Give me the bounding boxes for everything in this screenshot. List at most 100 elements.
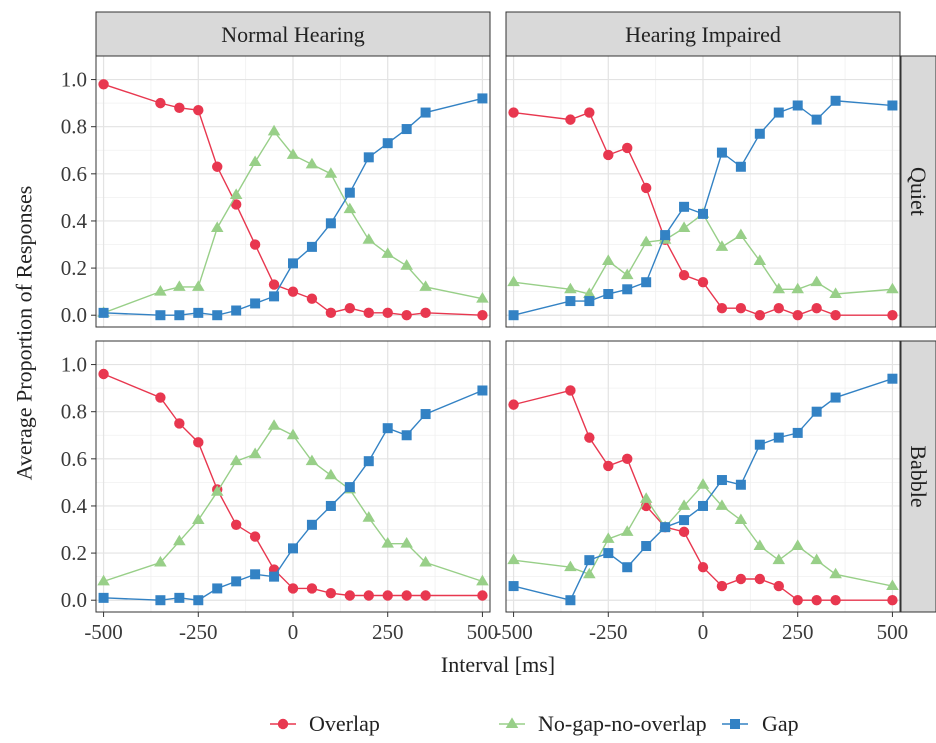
data-point (324, 468, 338, 480)
facet-strip-babble: Babble (900, 340, 936, 613)
data-point (603, 149, 614, 161)
data-point (678, 269, 690, 281)
data-point (306, 241, 317, 252)
data-point (660, 522, 671, 533)
data-point (622, 142, 633, 154)
data-point (697, 562, 709, 573)
data-point (811, 302, 822, 314)
x-tick-label: 250 (782, 620, 814, 644)
data-point (696, 478, 710, 489)
data-point (154, 285, 167, 296)
data-point (477, 310, 488, 321)
data-point (753, 254, 767, 265)
y-tick-label: 0.2 (61, 256, 87, 280)
x-tick-label: 250 (372, 620, 404, 644)
legend-label: Overlap (309, 711, 380, 736)
data-point (248, 155, 262, 167)
data-point (269, 571, 280, 582)
data-point (382, 138, 393, 149)
data-point (584, 296, 595, 307)
data-point (640, 182, 652, 194)
series-no-gap-no-overlap (97, 124, 489, 317)
x-tick-label: 0 (288, 620, 299, 644)
panel-hearing-impaired-babble (505, 340, 901, 613)
data-point (419, 555, 432, 567)
data-point (210, 221, 224, 232)
data-point (363, 590, 374, 601)
data-point (830, 310, 841, 321)
data-point (603, 289, 614, 300)
data-point (715, 499, 729, 510)
data-point (343, 202, 357, 214)
data-point (306, 519, 317, 530)
data-point (401, 310, 412, 321)
data-point (268, 279, 280, 290)
data-point (248, 447, 262, 459)
data-point (306, 583, 318, 594)
series-no-gap-no-overlap (97, 419, 489, 586)
data-point (698, 208, 708, 219)
data-point (97, 574, 110, 586)
data-point (716, 475, 727, 486)
data-point (639, 235, 653, 247)
data-point (791, 539, 804, 550)
data-point (584, 107, 595, 118)
legend-label: Gap (762, 711, 799, 736)
data-point (230, 519, 242, 531)
data-point (754, 128, 765, 139)
data-point (603, 548, 614, 559)
facet-label: Normal Hearing (221, 22, 365, 47)
data-point (400, 537, 413, 548)
data-point (584, 555, 595, 566)
data-point (773, 107, 784, 118)
data-point (174, 592, 185, 603)
data-point (401, 430, 412, 441)
data-point (810, 553, 823, 565)
data-point (754, 439, 765, 450)
data-point (420, 307, 431, 319)
legend: Overlap No-gap-no-overlap Gap (270, 711, 799, 736)
data-point (363, 152, 374, 163)
data-point (622, 284, 633, 295)
data-point (250, 569, 261, 580)
data-point (641, 541, 652, 552)
data-point (325, 307, 337, 319)
data-point (419, 280, 432, 291)
data-point (193, 595, 204, 606)
data-point (735, 161, 746, 172)
data-point (381, 537, 394, 548)
data-point (565, 595, 576, 606)
y-tick-label: 0.8 (61, 115, 87, 139)
data-point (325, 500, 336, 511)
data-point (362, 233, 376, 244)
legend-item-no-gap-no-overlap: No-gap-no-overlap (499, 711, 707, 736)
data-point (887, 595, 898, 606)
data-point (155, 97, 166, 109)
data-point (98, 79, 109, 90)
data-point (230, 199, 242, 210)
data-point (735, 573, 747, 585)
x-tick-label: -250 (179, 620, 218, 644)
data-point (791, 282, 804, 294)
data-point (98, 368, 109, 380)
legend-item-gap: Gap (722, 711, 799, 736)
y-axis-title: Average Proportion of Responses (12, 186, 37, 481)
data-point (192, 280, 205, 291)
data-point (792, 100, 803, 111)
data-point (155, 310, 166, 321)
data-point (583, 567, 596, 579)
series-gap (98, 385, 488, 606)
data-point (620, 268, 634, 280)
data-point (639, 492, 653, 503)
panel-border (505, 55, 901, 328)
data-point (773, 302, 784, 314)
data-point (324, 167, 338, 178)
y-tick-label: 0.0 (61, 588, 87, 612)
y-tick-label: 1.0 (61, 353, 87, 377)
data-point (602, 254, 615, 265)
data-point (620, 525, 634, 536)
data-point (250, 298, 261, 309)
data-point (507, 553, 520, 565)
data-point (754, 310, 766, 321)
y-tick-label: 0.6 (61, 162, 87, 186)
